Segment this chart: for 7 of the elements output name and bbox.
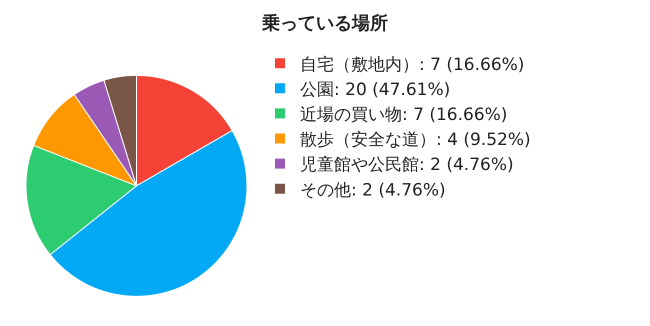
legend-label: 散歩（安全な道）: 4 (9.52%) xyxy=(300,130,531,150)
chart-title: 乗っている場所 xyxy=(261,13,388,34)
legend-label: 近場の買い物: 7 (16.66%) xyxy=(300,105,508,126)
legend-label: その他: 2 (4.76%) xyxy=(300,180,446,200)
legend-label: 自宅（敷地内）: 7 (16.66%) xyxy=(300,54,524,75)
legend-label: 児童館や公民館: 2 (4.76%) xyxy=(300,155,514,176)
legend-label: 公園: 20 (47.61%) xyxy=(300,80,450,100)
